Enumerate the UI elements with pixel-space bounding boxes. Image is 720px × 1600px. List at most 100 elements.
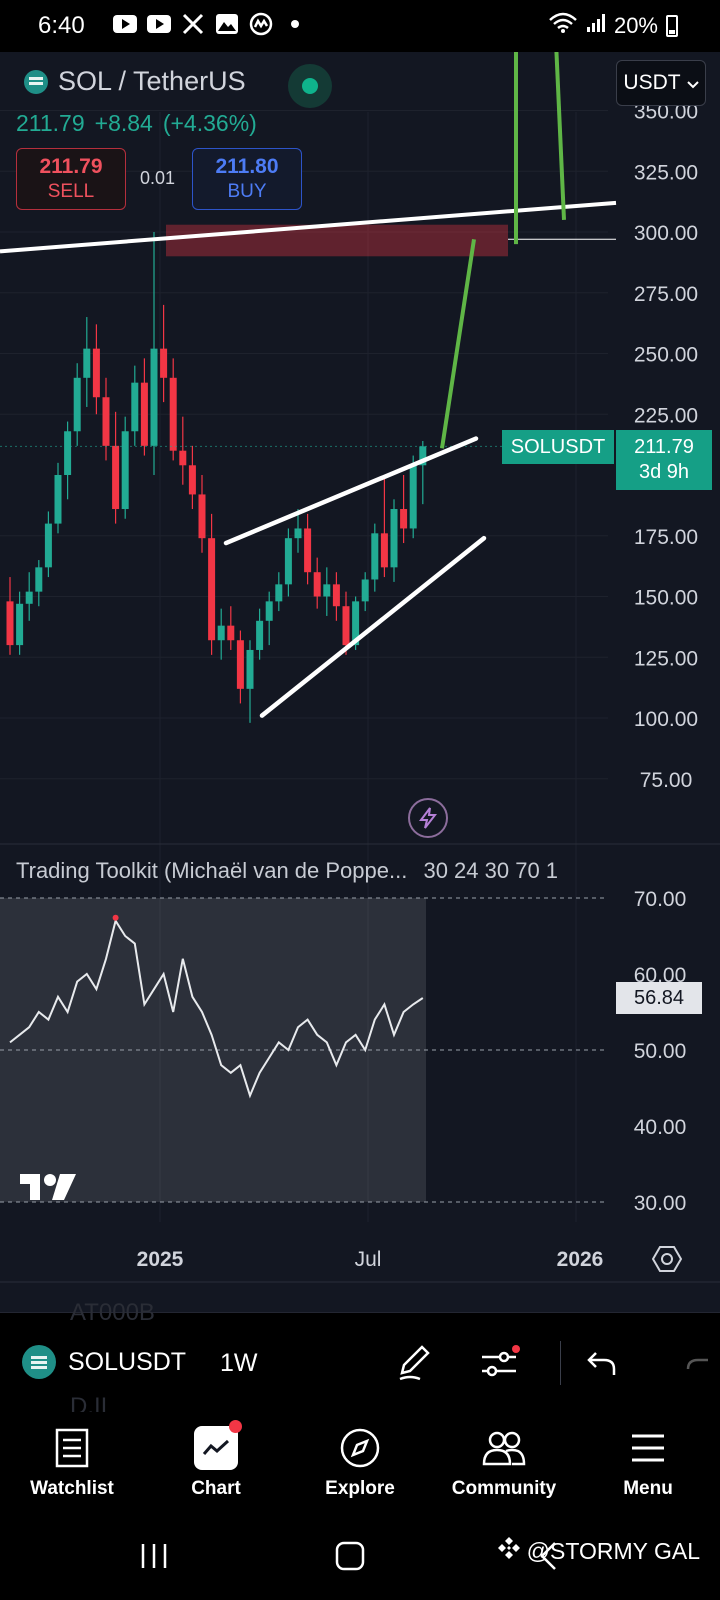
symbol-ticker: SOLUSDT — [68, 1347, 186, 1376]
candle — [390, 509, 398, 568]
price-tick-label: 275.00 — [634, 283, 698, 306]
price-tick-label: 350.00 — [634, 101, 698, 124]
time-axis-label: 2026 — [557, 1248, 604, 1271]
currency-dropdown[interactable]: USDT — [616, 60, 706, 106]
candle — [304, 528, 312, 573]
candle — [323, 584, 331, 597]
candle — [35, 567, 43, 592]
price-tick-label: 75.00 — [640, 769, 693, 792]
nav-menu[interactable]: Menu — [576, 1412, 720, 1512]
coinmarketcap-icon — [248, 12, 274, 36]
system-navigation: @STORMY GAL — [0, 1512, 720, 1600]
drawing-tools-icon[interactable] — [392, 1341, 436, 1385]
candle — [265, 601, 273, 621]
indicators-icon[interactable] — [478, 1341, 522, 1385]
solana-logo-icon — [22, 1345, 56, 1379]
candle — [160, 348, 168, 378]
price-change: +8.84 — [94, 110, 153, 136]
chevron-down-icon — [686, 71, 699, 95]
back-icon[interactable] — [526, 1534, 570, 1578]
nav-explore[interactable]: Explore — [288, 1412, 432, 1512]
youtube-icon — [112, 12, 138, 36]
candle — [332, 584, 340, 607]
price-chart[interactable]: 350.00 325.00 300.00 275.00 250.00 225.00 175.… — [0, 52, 720, 1312]
solana-logo-icon — [24, 69, 48, 94]
indicator-legend[interactable]: Trading Toolkit (Michaël van de Poppe...… — [16, 858, 558, 884]
toolbar-divider — [560, 1341, 561, 1385]
candle — [275, 584, 283, 602]
chart-area[interactable]: 350.00 325.00 300.00 275.00 250.00 225.00 175.… — [0, 52, 720, 1312]
candle — [102, 397, 110, 446]
buy-label: BUY — [227, 181, 267, 202]
indicator-tick-label: 60.00 — [634, 964, 687, 987]
symbol-selector[interactable]: SOLUSDT — [22, 1345, 186, 1379]
home-icon[interactable] — [328, 1534, 372, 1578]
candle — [217, 625, 225, 641]
redo-icon[interactable] — [680, 1341, 720, 1385]
nav-label: Watchlist — [30, 1478, 114, 1499]
current-price-tag: 211.79 3d 9h — [616, 430, 712, 490]
community-icon — [482, 1426, 526, 1470]
candle — [25, 591, 33, 604]
flash-icon[interactable] — [408, 798, 448, 838]
candle — [380, 533, 388, 568]
candle — [246, 649, 254, 689]
price-tick-label: 250.00 — [634, 344, 698, 367]
price-tick-label: 125.00 — [634, 647, 698, 670]
undo-icon[interactable] — [580, 1341, 624, 1385]
candle — [256, 620, 264, 650]
symbol-price-tag: SOLUSDT — [502, 430, 614, 464]
candle — [284, 538, 292, 585]
chart-settings-icon[interactable] — [650, 1242, 684, 1276]
overbought-marker — [112, 914, 119, 921]
candle — [150, 348, 158, 446]
gallery-icon — [214, 12, 240, 36]
candle — [188, 465, 196, 495]
projection-arrow — [440, 238, 476, 449]
chart-icon — [194, 1420, 242, 1470]
buy-price: 211.80 — [215, 155, 279, 178]
symbol-header[interactable]: SOL / TetherUS — [24, 66, 246, 97]
bar-countdown: 3d 9h — [638, 461, 690, 483]
signal-icon — [586, 13, 606, 39]
price-tick-label: 300.00 — [634, 222, 698, 245]
watchlist-icon — [50, 1426, 94, 1470]
battery-label: 20% — [613, 13, 658, 38]
sell-button[interactable]: 211.79 SELL — [16, 148, 126, 210]
current-price-label: 211.79 — [634, 436, 694, 458]
candle — [419, 446, 427, 466]
candle — [342, 606, 350, 646]
last-price: 211.79 — [16, 110, 85, 136]
recent-apps-icon[interactable] — [132, 1534, 176, 1578]
spread-value: 0.01 — [140, 168, 176, 188]
menu-icon — [626, 1426, 670, 1470]
status-dot-icon — [302, 78, 318, 94]
candle — [169, 377, 177, 451]
nav-label: Explore — [325, 1478, 395, 1499]
indicator-tick-label: 40.00 — [634, 1116, 687, 1139]
watermark: @STORMY GAL — [497, 1536, 700, 1566]
notification-icons — [112, 12, 308, 36]
notification-dot — [229, 1420, 242, 1433]
nav-chart[interactable]: Chart — [144, 1412, 288, 1512]
watermark-text: @STORMY GAL — [526, 1537, 700, 1564]
candle — [140, 382, 148, 446]
candle — [179, 450, 187, 466]
candle — [6, 601, 14, 646]
candle — [121, 431, 129, 510]
nav-community[interactable]: Community — [432, 1412, 576, 1512]
channel-lower-line — [259, 535, 487, 718]
status-right: 20% — [548, 12, 678, 40]
candle — [236, 640, 244, 689]
sell-label: SELL — [47, 181, 95, 202]
projection-arrow — [554, 52, 566, 220]
nav-watchlist[interactable]: Watchlist — [0, 1412, 144, 1512]
indicator-name: Trading Toolkit (Michaël van de Poppe... — [16, 858, 408, 883]
candle — [112, 445, 120, 510]
candle — [64, 431, 72, 475]
buy-button[interactable]: 211.80 BUY — [192, 148, 302, 210]
candle — [131, 382, 139, 432]
interval-selector[interactable]: 1W — [220, 1349, 258, 1377]
price-tick-label: 325.00 — [634, 161, 698, 184]
candle — [92, 348, 100, 398]
